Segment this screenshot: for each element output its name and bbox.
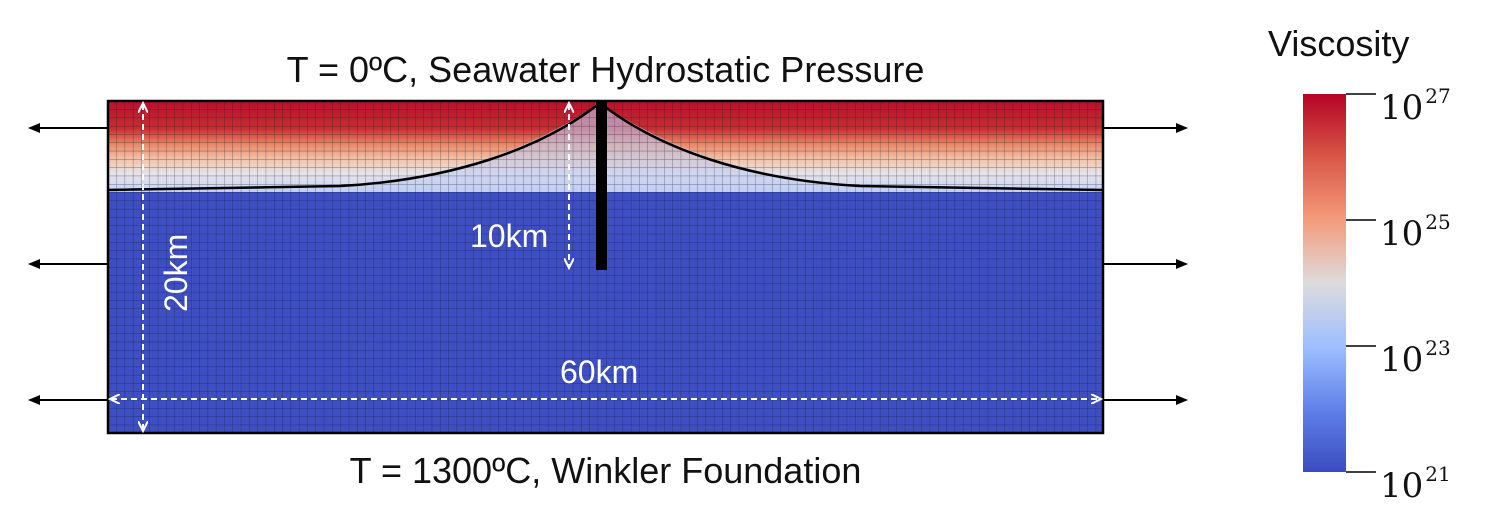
top-boundary-label: T = 0ºC, Seawater Hydrostatic Pressure	[286, 49, 925, 90]
colorbar-gradient	[1303, 94, 1346, 472]
domain-border	[106, 99, 1105, 435]
fault-depth-label: 10km	[470, 218, 548, 254]
colorbar-tick-27: 10 27	[1380, 84, 1451, 128]
colorbar-tick-23: 10 23	[1380, 336, 1451, 380]
model-domain	[106, 99, 1105, 435]
colorbar-tick-25: 10 25	[1380, 210, 1451, 254]
colorbar	[1303, 93, 1376, 473]
bottom-boundary-label: T = 1300ºC, Winkler Foundation	[349, 450, 862, 491]
fault-line	[596, 101, 607, 270]
colorbar-tick-21: 10 21	[1380, 462, 1451, 506]
boundary-arrows	[28, 123, 1188, 405]
width-label: 60km	[560, 354, 638, 390]
depth-label: 20km	[158, 234, 194, 312]
colorbar-title: Viscosity	[1268, 23, 1410, 64]
dimension-annotations: 20km 60km 10km	[111, 104, 1100, 430]
